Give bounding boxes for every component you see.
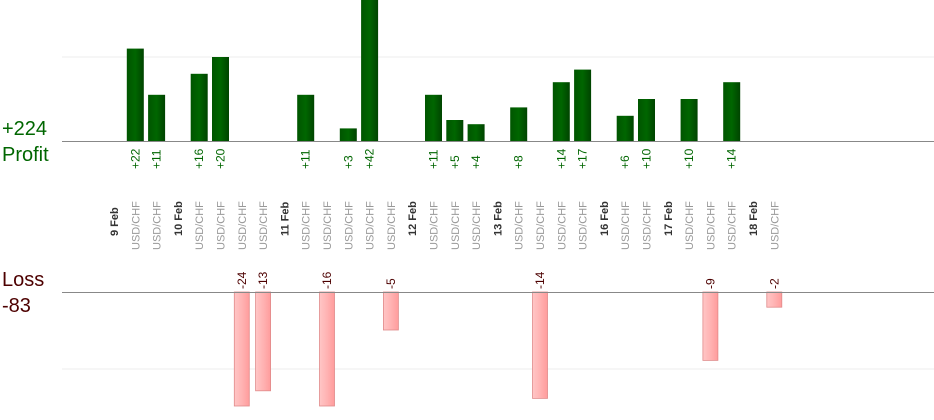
symbol-label: USD/CHF xyxy=(769,201,781,250)
loss-value-label: -14 xyxy=(533,271,547,289)
symbol-label: USD/CHF xyxy=(365,201,377,250)
profit-bar xyxy=(297,94,315,141)
loss-bar xyxy=(532,291,548,399)
symbol-label: USD/CHF xyxy=(429,201,441,250)
date-label: 11 Feb xyxy=(279,201,291,236)
date-label: 13 Feb xyxy=(492,201,504,236)
symbol-label: USD/CHF xyxy=(152,201,164,250)
profit-value-label: +11 xyxy=(299,149,313,169)
profit-bar xyxy=(638,99,655,141)
symbol-label: USD/CHF xyxy=(194,201,206,250)
profit-value-label: +10 xyxy=(640,148,654,169)
loss-value-label: -13 xyxy=(256,271,270,289)
date-label: 17 Feb xyxy=(663,201,675,236)
profit-bar xyxy=(680,99,698,141)
symbol-label: USD/CHF xyxy=(258,201,270,250)
symbol-label: USD/CHF xyxy=(535,201,547,250)
symbol-label: USD/CHF xyxy=(130,201,142,250)
profit-value-label: +17 xyxy=(576,148,590,169)
loss-bar xyxy=(382,291,399,331)
profit-bar xyxy=(467,124,485,141)
profit-value-label: +3 xyxy=(341,155,355,169)
profit-value-label: +20 xyxy=(214,148,228,169)
profit-bar xyxy=(361,0,379,141)
symbol-label: USD/CHF xyxy=(216,201,228,250)
loss-bar xyxy=(255,291,272,392)
profit-bar xyxy=(446,120,464,141)
loss-bar xyxy=(319,291,335,407)
symbol-label: USD/CHF xyxy=(237,201,249,250)
symbol-label: USD/CHF xyxy=(642,201,654,250)
loss-label: Loss xyxy=(2,269,45,291)
symbol-label: USD/CHF xyxy=(620,201,632,250)
profit-value-label: +8 xyxy=(512,155,526,169)
symbol-label: USD/CHF xyxy=(578,201,590,250)
date-label: 18 Feb xyxy=(748,201,760,236)
loss-bar xyxy=(766,291,783,308)
profit-value-label: +11 xyxy=(427,149,441,169)
symbol-label: USD/CHF xyxy=(684,201,696,250)
symbol-label: USD/CHF xyxy=(556,201,568,250)
profit-label: Profit xyxy=(2,144,49,166)
profit-value-label: +16 xyxy=(192,148,206,169)
profit-value-label: +4 xyxy=(469,155,483,169)
symbol-label: USD/CHF xyxy=(514,201,526,250)
symbol-label: USD/CHF xyxy=(343,201,355,250)
loss-total: -83 xyxy=(2,295,31,317)
date-label: 10 Feb xyxy=(173,201,185,236)
symbol-label: USD/CHF xyxy=(301,201,313,250)
profit-bar xyxy=(212,57,229,141)
profit-total: +224 xyxy=(2,118,48,140)
profit-value-label: +10 xyxy=(682,148,696,169)
loss-value-label: -24 xyxy=(235,271,249,289)
date-label: 12 Feb xyxy=(407,201,419,236)
profit-bar xyxy=(723,82,741,141)
profit-bar xyxy=(552,82,570,141)
profit-value-label: +14 xyxy=(725,148,739,169)
profit-value-label: +5 xyxy=(448,155,462,169)
loss-bar xyxy=(233,291,250,407)
loss-value-label: -5 xyxy=(384,278,398,289)
date-label: 9 Feb xyxy=(109,207,121,236)
profit-bar xyxy=(574,69,592,141)
date-label: 16 Feb xyxy=(599,201,611,236)
loss-value-label: -9 xyxy=(703,278,717,289)
profit-bar xyxy=(616,115,634,141)
profit-bar xyxy=(148,94,166,141)
symbol-label: USD/CHF xyxy=(322,201,334,250)
profit-bar xyxy=(190,73,208,141)
loss-bar xyxy=(702,291,719,361)
profit-bar xyxy=(339,128,357,141)
profit-bar xyxy=(425,94,442,141)
loss-value-label: -16 xyxy=(320,271,334,289)
symbol-label: USD/CHF xyxy=(386,201,398,250)
profit-value-label: +22 xyxy=(128,148,142,169)
loss-value-label: -2 xyxy=(767,278,781,289)
symbol-label: USD/CHF xyxy=(727,201,739,250)
profit-value-label: +11 xyxy=(150,149,164,169)
profit-bar xyxy=(126,48,144,141)
symbol-label: USD/CHF xyxy=(705,201,717,250)
symbol-label: USD/CHF xyxy=(450,201,462,250)
symbol-label: USD/CHF xyxy=(471,201,483,250)
profit-value-label: +42 xyxy=(363,148,377,169)
profit-value-label: +14 xyxy=(554,148,568,169)
profit-bar xyxy=(510,107,528,141)
profit-value-label: +6 xyxy=(618,155,632,169)
